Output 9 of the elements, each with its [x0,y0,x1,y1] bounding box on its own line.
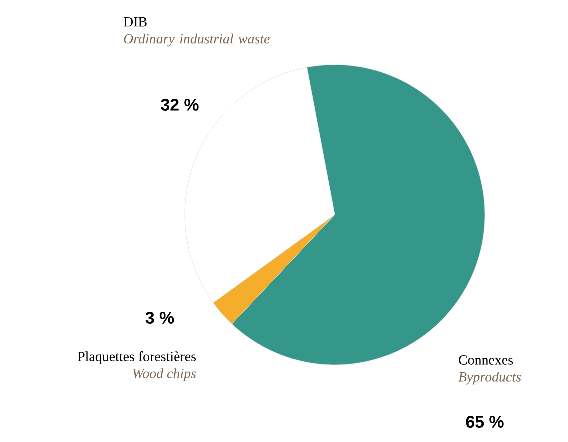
data-label: 32 % [161,98,199,111]
text: Byproducts [458,372,522,385]
text: Ordinary industrial waste [124,34,270,47]
slice-label: DIB [124,18,147,27]
slice-label: Connexes [459,356,514,365]
text: Wood chips [133,368,196,382]
data-label: 65 % [466,416,504,428]
slice-label: Plaquettes forestières [78,352,196,364]
data-label: 3 % [146,312,174,324]
